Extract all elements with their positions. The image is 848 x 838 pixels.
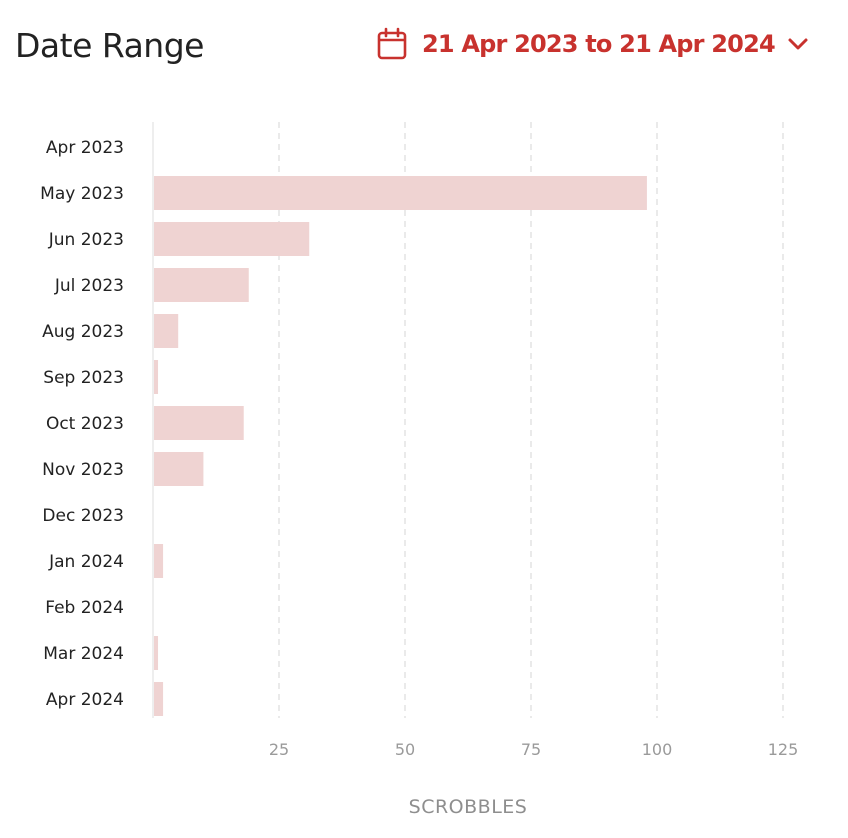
bar[interactable] [154, 636, 159, 670]
category-label: Jan 2024 [48, 552, 124, 572]
chart-category-labels: Apr 2023 May 2023 Jun 2023 Jul 2023 Aug 2023… [40, 138, 124, 710]
chevron-down-icon [787, 36, 809, 52]
page-title: Date Range [15, 26, 204, 65]
date-range-selector[interactable]: 21 Apr 2023 to 21 Apr 2024 [376, 26, 809, 62]
category-label: May 2023 [40, 184, 124, 204]
category-label: Aug 2023 [42, 322, 124, 342]
category-label: Mar 2024 [43, 644, 124, 664]
x-tick-label: 100 [642, 740, 673, 759]
bar[interactable] [154, 406, 244, 440]
category-label: Sep 2023 [43, 368, 124, 388]
category-label: Oct 2023 [46, 414, 124, 434]
x-tick-label: 125 [768, 740, 799, 759]
chart-bars [154, 176, 647, 716]
category-label: Apr 2024 [46, 690, 124, 710]
bar[interactable] [154, 544, 164, 578]
category-label: Jun 2023 [48, 230, 124, 250]
chart-gridlines [278, 122, 784, 718]
chart-tick-labels: 25 50 75 100 125 [269, 740, 798, 759]
category-label: Dec 2023 [42, 506, 124, 526]
x-tick-label: 50 [395, 740, 415, 759]
x-tick-label: 25 [269, 740, 289, 759]
category-label: Feb 2024 [45, 598, 124, 618]
bar[interactable] [154, 360, 159, 394]
category-label: Jul 2023 [54, 276, 124, 296]
x-axis-title: SCROBBLES [409, 796, 528, 818]
date-range-label: 21 Apr 2023 to 21 Apr 2024 [422, 30, 776, 58]
category-label: Apr 2023 [46, 138, 124, 158]
bar[interactable] [154, 222, 310, 256]
category-label: Nov 2023 [42, 460, 124, 480]
bar[interactable] [154, 176, 647, 210]
calendar-icon [376, 27, 408, 61]
bar[interactable] [154, 452, 204, 486]
bar[interactable] [154, 314, 179, 348]
bar[interactable] [154, 268, 249, 302]
x-tick-label: 75 [521, 740, 541, 759]
bar[interactable] [154, 682, 164, 716]
